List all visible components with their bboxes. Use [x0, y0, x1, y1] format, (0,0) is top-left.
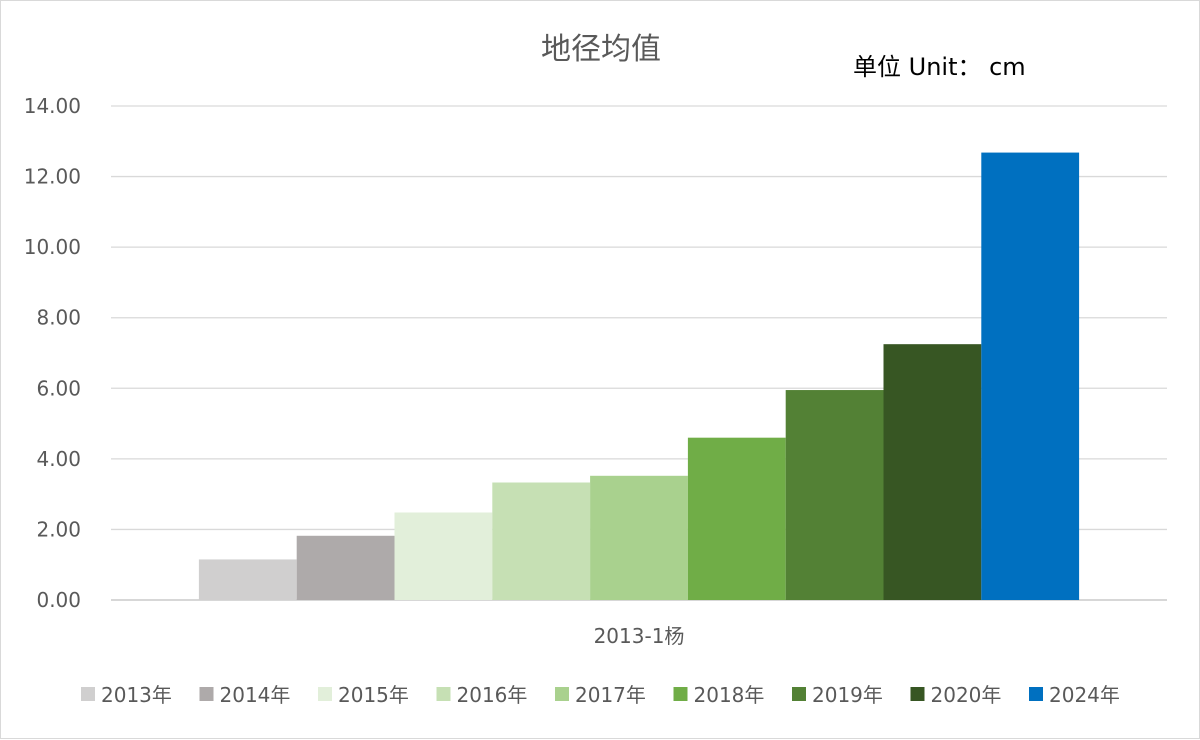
- y-tick-label: 12.00: [24, 165, 81, 189]
- x-category-label: 2013-1杨: [594, 624, 685, 648]
- y-axis-ticks: 0.00 2.00 4.00 6.00 8.00 10.00 12.00 14.00: [24, 94, 81, 612]
- legend-label: 2015年: [338, 683, 409, 707]
- legend-label: 2018年: [694, 683, 765, 707]
- bar-2024年: [981, 152, 1080, 600]
- bars: [198, 152, 1080, 600]
- legend-swatch: [910, 687, 925, 701]
- bar-2013年: [198, 559, 297, 600]
- bar-2019年: [785, 390, 884, 600]
- legend-swatch: [1029, 687, 1043, 701]
- legend: 2013年 2014年 2015年 2016年 2017年 2018年 2019年 2020年…: [81, 683, 1120, 707]
- y-tick-label: 8.00: [36, 306, 81, 330]
- bar-2018年: [687, 437, 786, 600]
- legend-label: 2024年: [1049, 683, 1120, 707]
- bar-2015年: [394, 512, 493, 600]
- legend-label: 2017年: [575, 683, 646, 707]
- legend-swatch: [673, 687, 688, 701]
- y-tick-label: 10.00: [24, 235, 81, 259]
- y-tick-label: 6.00: [36, 376, 81, 400]
- y-tick-label: 0.00: [36, 588, 81, 612]
- unit-label: 单位 Unit： cm: [853, 53, 1026, 81]
- legend-swatch: [318, 687, 332, 701]
- x-axis-categories: 2013-1杨: [594, 624, 685, 648]
- bar-2017年: [590, 475, 688, 600]
- legend-swatch: [199, 687, 214, 701]
- legend-label: 2014年: [220, 683, 291, 707]
- legend-label: 2016年: [457, 683, 528, 707]
- bar-2020年: [883, 344, 982, 600]
- legend-swatch: [555, 687, 569, 701]
- legend-label: 2019年: [812, 683, 883, 707]
- legend-label: 2020年: [931, 683, 1002, 707]
- y-tick-label: 2.00: [36, 517, 81, 541]
- legend-swatch: [436, 687, 451, 701]
- y-tick-label: 4.00: [36, 447, 81, 471]
- y-tick-label: 14.00: [24, 94, 81, 118]
- gridlines: [111, 105, 1167, 601]
- bar-2016年: [492, 482, 591, 600]
- legend-label: 2013年: [101, 683, 172, 707]
- bar-2014年: [296, 535, 395, 600]
- legend-swatch: [792, 687, 806, 701]
- legend-swatch: [81, 687, 95, 701]
- chart-title: 地径均值: [541, 32, 661, 67]
